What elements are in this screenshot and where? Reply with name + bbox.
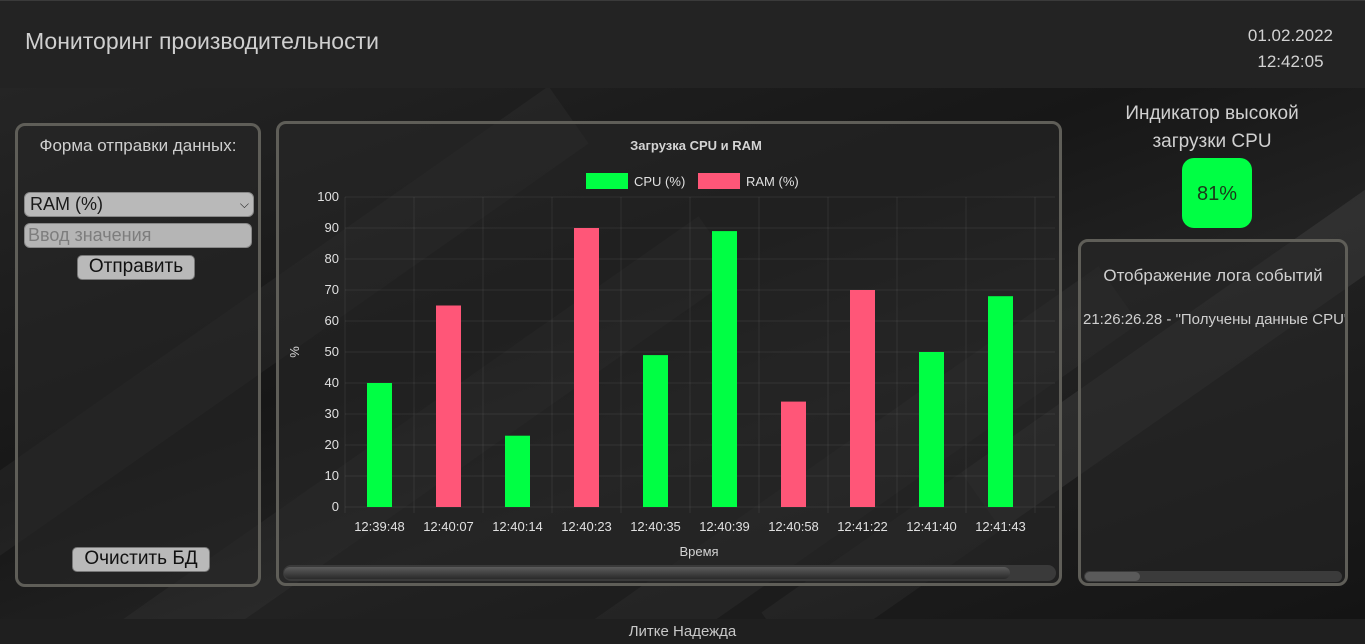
legend-swatch: [586, 173, 628, 189]
y-tick-label: 100: [317, 189, 339, 204]
x-tick-label: 12:41:40: [906, 519, 957, 534]
x-tick-label: 12:40:39: [699, 519, 750, 534]
send-button[interactable]: Отправить: [77, 255, 195, 280]
x-axis-label: Время: [679, 544, 718, 559]
top-header: Мониторинг производительности 01.02.2022…: [0, 0, 1365, 88]
chart-scrollbar[interactable]: [283, 565, 1056, 581]
bar-ram: [436, 306, 461, 508]
event-log-panel: Отображение лога событий 21:26:26.28 - "…: [1078, 239, 1348, 586]
legend-label: CPU (%): [634, 174, 685, 189]
bar-cpu: [505, 436, 530, 507]
x-tick-label: 12:41:43: [975, 519, 1026, 534]
y-tick-label: 50: [325, 344, 339, 359]
x-tick-label: 12:41:22: [837, 519, 888, 534]
y-tick-label: 30: [325, 406, 339, 421]
cpu-indicator-badge: 81%: [1182, 158, 1252, 228]
x-tick-label: 12:40:23: [561, 519, 612, 534]
y-tick-label: 90: [325, 220, 339, 235]
page-title: Мониторинг производительности: [25, 28, 379, 55]
log-scrollbar[interactable]: [1084, 571, 1342, 582]
footer: Литке Надежда: [0, 619, 1365, 644]
bar-cpu: [712, 231, 737, 507]
log-entry: 21:26:26.28 - "Получены данные CPU": [1083, 311, 1348, 328]
x-tick-label: 12:40:35: [630, 519, 681, 534]
y-tick-label: 0: [332, 499, 339, 514]
data-form-panel: Форма отправки данных: RAM (%) ⌵ Ввод зн…: [15, 123, 261, 587]
value-input-placeholder: Ввод значения: [28, 225, 151, 245]
bar-ram: [850, 290, 875, 507]
bar-ram: [574, 228, 599, 507]
x-tick-label: 12:40:58: [768, 519, 819, 534]
chart-scrollbar-thumb[interactable]: [284, 567, 1010, 579]
y-tick-label: 70: [325, 282, 339, 297]
legend-swatch: [698, 173, 740, 189]
x-tick-label: 12:40:14: [492, 519, 543, 534]
bar-cpu: [643, 355, 668, 507]
bar-ram: [781, 402, 806, 507]
y-tick-label: 10: [325, 468, 339, 483]
bar-cpu: [988, 296, 1013, 507]
metric-select[interactable]: RAM (%) ⌵: [24, 192, 254, 217]
x-tick-label: 12:39:48: [354, 519, 405, 534]
current-date: 01.02.2022: [1248, 23, 1333, 49]
y-tick-label: 20: [325, 437, 339, 452]
clear-db-button[interactable]: Очистить БД: [72, 547, 210, 572]
y-axis-label: %: [287, 346, 302, 358]
chevron-down-icon: ⌵: [240, 193, 249, 216]
author-name: Литке Надежда: [629, 623, 737, 640]
y-tick-label: 40: [325, 375, 339, 390]
bar-cpu: [367, 383, 392, 507]
x-tick-label: 12:40:07: [423, 519, 474, 534]
log-title: Отображение лога событий: [1081, 266, 1345, 286]
metric-select-value: RAM (%): [30, 194, 103, 214]
y-tick-label: 60: [325, 313, 339, 328]
datetime-display: 01.02.2022 12:42:05: [1248, 23, 1333, 75]
legend-label: RAM (%): [746, 174, 799, 189]
y-tick-label: 80: [325, 251, 339, 266]
current-time: 12:42:05: [1248, 49, 1333, 75]
value-input[interactable]: Ввод значения: [24, 223, 252, 248]
log-scrollbar-thumb[interactable]: [1085, 572, 1140, 581]
bar-cpu: [919, 352, 944, 507]
chart-panel: Загрузка CPU и RAM 0 10 20 30 40 50 60 70 80 90 100…: [276, 121, 1062, 586]
cpu-indicator-title: Индикатор высокой загрузки CPU: [1086, 100, 1338, 156]
form-title: Форма отправки данных:: [18, 136, 258, 156]
chart-title: Загрузка CPU и RAM: [630, 138, 762, 153]
bar-chart: Загрузка CPU и RAM 0 10 20 30 40 50 60 70 80 90 100…: [279, 124, 1059, 564]
